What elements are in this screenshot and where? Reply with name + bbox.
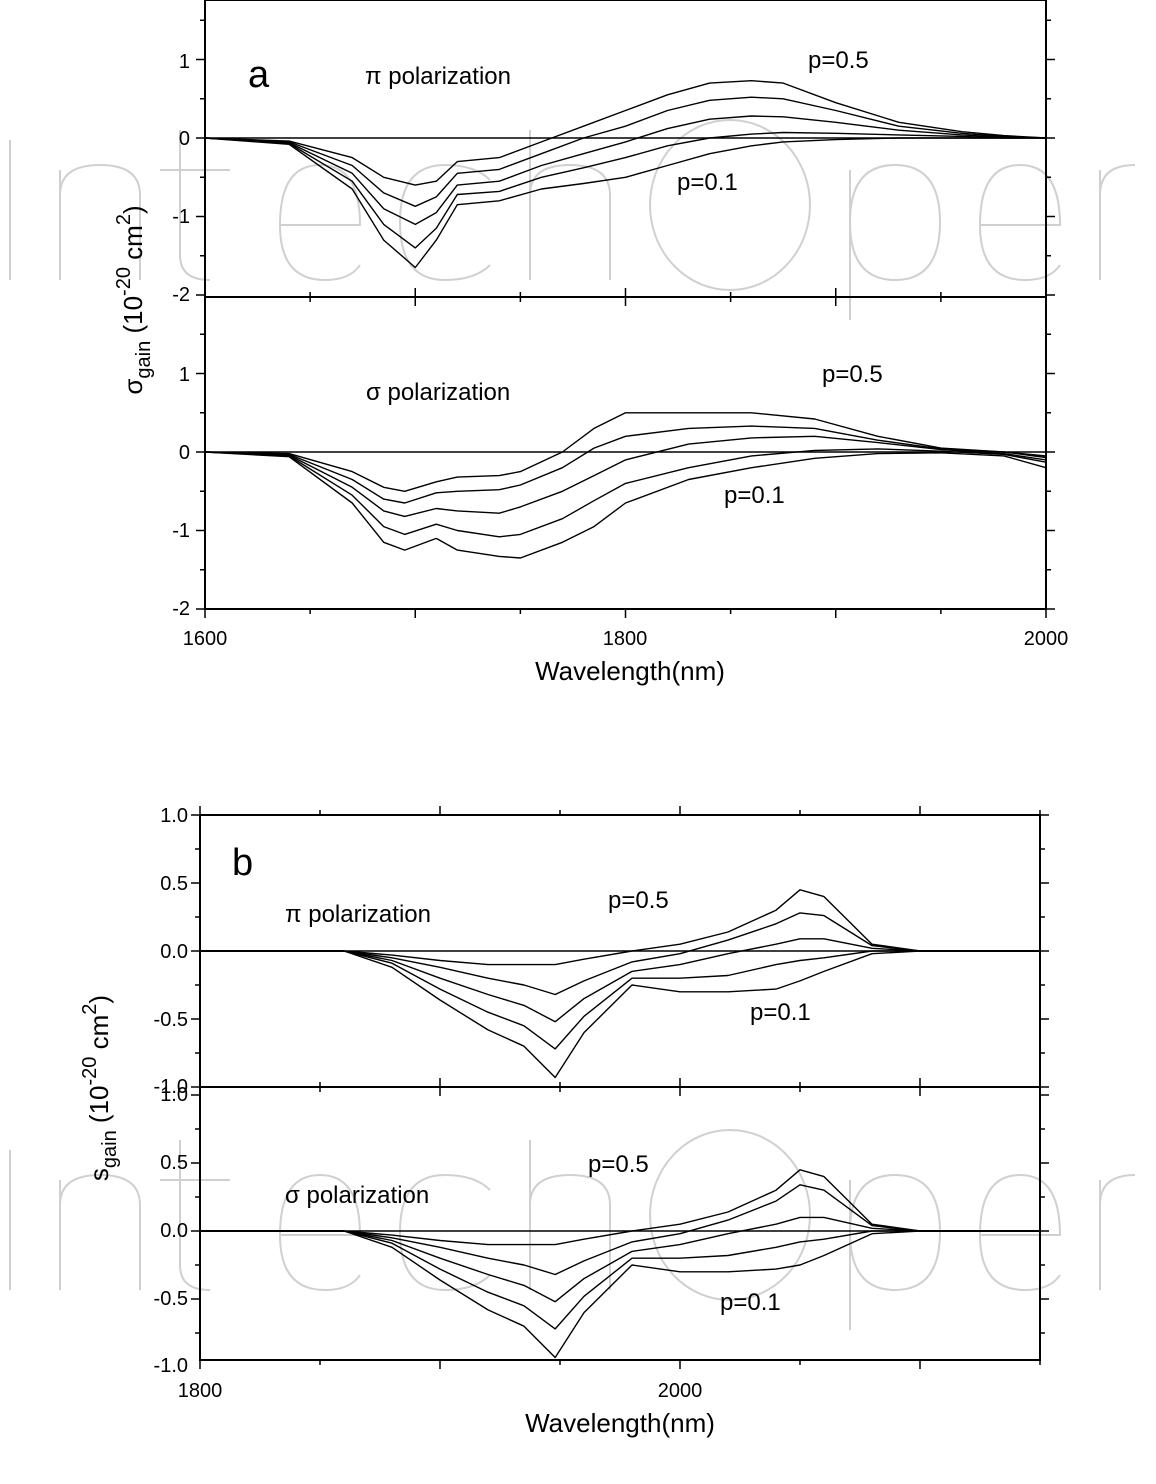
chart-b-xlabel: Wavelength(nm): [525, 1408, 715, 1438]
chart-b-xtick: 1800: [178, 1380, 223, 1402]
chart-a-top-series-1: [204, 80, 1047, 186]
chart-a-bottom-series-3: [204, 435, 1047, 518]
chart-b-bottom-ytick: -0.5: [154, 1288, 188, 1310]
chart-a-bottom-label-p05: p=0.5: [822, 361, 883, 388]
chart-a-top-plot: [196, 19, 1055, 306]
chart-a-bottom-series-4: [204, 448, 1047, 538]
chart-a-top-frame: [204, 0, 1047, 298]
chart-a-top-ytick: -1: [172, 206, 190, 228]
chart-a-ylabel: σgain (10-20 cm2): [113, 205, 155, 394]
chart-b-bottom-label-p05: p=0.5: [588, 1151, 649, 1178]
chart-a-top-polarization: π polarization: [365, 63, 511, 90]
chart-a-bottom-series-2: [204, 425, 1047, 504]
chart-a-top-series-4: [204, 131, 1046, 249]
chart-b-bottom-polarization: σ polarization: [285, 1182, 429, 1209]
chart-a: 1 0 -1 -2 1 0 -1 -2 1600 1800 2000 Wavel…: [113, 0, 1068, 686]
chart-b-bottom-ytick: 0.0: [160, 1220, 188, 1242]
chart-b-bottom-series-4: [200, 1230, 1040, 1330]
chart-b-top-series-3: [200, 938, 1040, 1023]
chart-b-top-polarization: π polarization: [285, 901, 431, 928]
chart-a-top-ytick: 1: [179, 51, 190, 73]
chart-a-top-series-3: [204, 115, 1047, 226]
chart-b: 1.0 0.5 0.0 -0.5 -1.0 1.0 0.5 0.0 -0.5 -…: [79, 805, 1049, 1438]
chart-b-top-series-5: [200, 950, 1040, 1079]
chart-a-xtick: 1600: [183, 628, 228, 650]
chart-a-top-ytick: 0: [179, 128, 190, 150]
chart-a-top-ytick: -2: [172, 284, 190, 306]
chart-a-top-series-2: [204, 96, 1047, 207]
chart-a-xlabel: Wavelength(nm): [535, 656, 725, 686]
chart-b-bottom-series-2: [200, 1184, 1040, 1276]
chart-a-bottom-ytick: 1: [179, 364, 190, 386]
chart-b-top-ytick: 0.5: [160, 873, 188, 895]
chart-a-top-label-p01: p=0.1: [677, 169, 738, 196]
chart-b-ylabel: sgain (10-20 cm2): [79, 995, 121, 1181]
chart-b-bottom-plot: [191, 1078, 1049, 1369]
chart-a-bottom-plot: [196, 288, 1055, 618]
chart-a-bottom-polarization: σ polarization: [366, 379, 510, 406]
chart-a-bottom-label-p01: p=0.1: [724, 482, 785, 509]
chart-a-bottom-series-1: [204, 412, 1047, 492]
chart-b-bottom-series-1: [200, 1169, 1040, 1246]
chart-b-panel-letter: b: [232, 842, 253, 884]
chart-b-top-series-2: [200, 912, 1040, 996]
chart-a-bottom-ytick: -1: [172, 520, 190, 542]
chart-b-bottom-series-5: [200, 1230, 1040, 1359]
chart-a-panel-letter: a: [248, 54, 270, 96]
chart-b-top-series-1: [200, 889, 1040, 966]
chart-a-xtick: 2000: [1024, 628, 1069, 650]
chart-a-top-label-p05: p=0.5: [808, 47, 869, 74]
chart-b-bottom-ytick: -1.0: [154, 1355, 188, 1377]
chart-a-xtick: 1800: [603, 628, 648, 650]
chart-b-top-ytick: -0.5: [154, 1009, 188, 1031]
chart-b-bottom-ytick: 0.5: [160, 1152, 188, 1174]
chart-a-bottom-series-5: [204, 451, 1047, 559]
chart-b-top-ytick: -1.0: [154, 1076, 188, 1098]
chart-b-top-ytick: 1.0: [160, 805, 188, 827]
chart-b-top-plot: [191, 806, 1049, 1096]
chart-b-top-series-4: [200, 950, 1040, 1050]
chart-b-bottom-ytick: 1.0: [160, 1084, 188, 1106]
chart-b-top-label-p05: p=0.5: [608, 887, 669, 914]
chart-a-top-series-5: [204, 137, 1046, 269]
chart-b-top-ytick: 0.0: [160, 941, 188, 963]
chart-b-bottom-label-p01: p=0.1: [720, 1289, 781, 1316]
chart-b-top-label-p01: p=0.1: [750, 999, 811, 1026]
chart-a-bottom-ytick: 0: [179, 442, 190, 464]
chart-b-xtick: 2000: [658, 1380, 703, 1402]
chart-b-bottom-series-3: [200, 1216, 1040, 1303]
chart-b-bottom-frame: [199, 1086, 1041, 1361]
chart-a-bottom-ytick: -2: [172, 598, 190, 620]
